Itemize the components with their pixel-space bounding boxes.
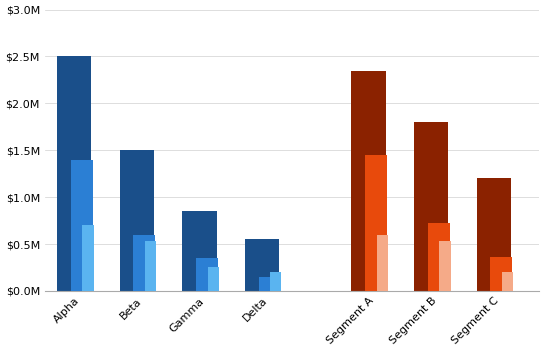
Bar: [428, 224, 450, 291]
Bar: [259, 277, 281, 291]
Bar: [119, 150, 154, 291]
Bar: [476, 178, 511, 291]
Bar: [245, 239, 279, 291]
Bar: [414, 122, 449, 291]
Bar: [57, 56, 92, 291]
Bar: [145, 241, 156, 291]
Bar: [208, 268, 219, 291]
Bar: [270, 272, 281, 291]
Bar: [182, 211, 217, 291]
Bar: [352, 70, 386, 291]
Bar: [490, 257, 512, 291]
Bar: [502, 272, 513, 291]
Bar: [134, 235, 155, 291]
Bar: [196, 258, 218, 291]
Bar: [71, 159, 93, 291]
Bar: [439, 241, 451, 291]
Bar: [82, 225, 94, 291]
Bar: [365, 155, 387, 291]
Bar: [377, 235, 388, 291]
